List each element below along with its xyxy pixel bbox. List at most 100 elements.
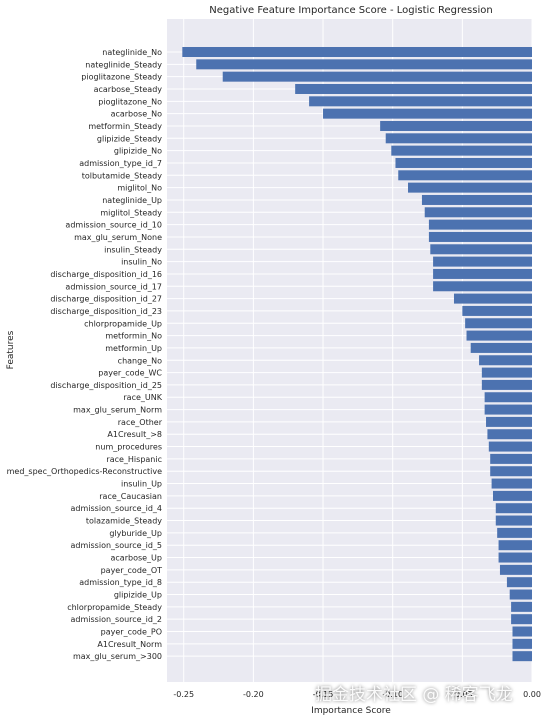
bars xyxy=(182,47,532,662)
y-tick-label: med_spec_Orthopedics-Reconstructive xyxy=(7,467,162,476)
bar xyxy=(428,231,532,242)
y-tick-label: discharge_disposition_id_27 xyxy=(50,295,162,304)
bar xyxy=(433,281,532,292)
y-tick-label: discharge_disposition_id_23 xyxy=(50,307,162,316)
bar xyxy=(497,527,532,538)
bar xyxy=(498,540,532,551)
y-tick-label: max_glu_serum_>300 xyxy=(73,652,162,661)
bar xyxy=(182,47,532,57)
y-tick-label: A1Cresult_>8 xyxy=(107,430,162,439)
bar xyxy=(479,355,532,366)
y-tick-label: payer_code_PO xyxy=(101,628,162,637)
y-tick-label: nateglinide_Steady xyxy=(85,60,162,69)
y-tick-label: admission_source_id_2 xyxy=(71,615,162,624)
y-tick-label: admission_source_id_17 xyxy=(65,282,162,291)
x-tick-labels: -0.25 -0.20 -0.15 -0.10 -0.05 0.00 xyxy=(173,690,541,699)
y-axis-label: Features xyxy=(6,330,16,369)
y-tick-label: payer_code_WC xyxy=(98,369,162,378)
y-tick-label: acarbose_No xyxy=(111,110,163,119)
x-tick-label: -0.15 xyxy=(313,690,334,699)
bar xyxy=(486,416,532,427)
y-tick-label: glipizide_Steady xyxy=(97,134,162,143)
y-tick-label: num_procedures xyxy=(95,443,162,452)
x-axis-label: Importance Score xyxy=(311,706,391,716)
y-tick-label: race_Hispanic xyxy=(106,455,162,464)
y-tick-label: admission_type_id_7 xyxy=(79,159,162,168)
y-tick-label: pioglitazone_Steady xyxy=(81,73,162,82)
bar xyxy=(512,638,532,649)
y-tick-label: nateglinide_Up xyxy=(102,196,162,205)
bar xyxy=(391,145,532,156)
y-tick-label: A1Cresult_Norm xyxy=(97,640,162,649)
bar xyxy=(487,429,532,440)
y-tick-label: metformin_No xyxy=(105,332,162,341)
bar xyxy=(511,614,532,625)
y-tick-label: insulin_Up xyxy=(121,480,162,489)
bar xyxy=(380,120,532,131)
y-tick-label: tolbutamide_Steady xyxy=(82,171,163,180)
y-tick-label: tolazamide_Steady xyxy=(86,517,162,526)
bar xyxy=(385,133,532,144)
y-tick-labels: nateglinide_No nateglinide_Steady pioglita… xyxy=(7,48,163,661)
chart-title: Negative Feature Importance Score - Logi… xyxy=(209,5,492,16)
y-tick-label: race_Other xyxy=(118,418,163,427)
watermark: 掘金技术社区 @ 稀客飞龙 xyxy=(315,685,513,705)
bar xyxy=(421,194,532,205)
y-tick-label: max_glu_serum_None xyxy=(74,233,162,242)
bar xyxy=(430,244,532,255)
bar xyxy=(222,71,532,82)
y-tick-label: metformin_Up xyxy=(105,344,162,353)
y-tick-label: max_glu_serum_Norm xyxy=(73,406,162,415)
x-tick-label: -0.20 xyxy=(243,690,264,699)
y-tick-label: race_UNK xyxy=(123,393,162,402)
bar xyxy=(433,268,532,279)
bar xyxy=(498,552,532,563)
y-tick-label: metformin_Steady xyxy=(88,122,162,131)
bar xyxy=(484,392,532,403)
y-tick-label: discharge_disposition_id_25 xyxy=(50,381,162,390)
y-tick-label: glipizide_No xyxy=(114,147,162,156)
bar xyxy=(323,108,532,119)
y-tick-label: acarbose_Up xyxy=(111,554,163,563)
bar xyxy=(481,379,532,390)
bar xyxy=(492,490,532,501)
bar xyxy=(512,626,532,637)
bar xyxy=(309,96,532,107)
bar xyxy=(484,404,532,415)
y-tick-label: insulin_No xyxy=(121,258,162,267)
y-tick-label: pioglitazone_No xyxy=(98,97,162,106)
y-tick-label: change_No xyxy=(118,356,162,365)
y-tick-label: admission_source_id_4 xyxy=(71,504,162,513)
bar xyxy=(512,651,532,662)
bar xyxy=(488,441,532,452)
bar xyxy=(424,207,532,218)
y-tick-label: race_Caucasian xyxy=(99,492,162,501)
bar xyxy=(196,59,532,70)
bar xyxy=(466,330,532,341)
x-tick-label: -0.10 xyxy=(382,690,403,699)
y-tick-label: nateglinide_No xyxy=(102,48,162,57)
bar xyxy=(511,601,532,612)
y-tick-label: glipizide_Up xyxy=(114,591,162,600)
x-tick-label: -0.25 xyxy=(173,690,194,699)
bar xyxy=(509,589,532,600)
bar xyxy=(481,367,532,378)
y-tick-label: discharge_disposition_id_16 xyxy=(50,270,162,279)
y-tick-label: payer_code_OT xyxy=(101,566,163,575)
bar xyxy=(490,453,532,464)
bar xyxy=(491,478,532,489)
bar xyxy=(490,466,532,477)
bar xyxy=(495,515,532,526)
y-tick-label: miglitol_No xyxy=(117,184,162,193)
bar xyxy=(470,342,532,353)
bar xyxy=(295,83,532,94)
bar xyxy=(453,293,532,304)
y-tick-label: acarbose_Steady xyxy=(94,85,163,94)
y-tick-label: insulin_Steady xyxy=(104,245,162,254)
y-tick-label: glyburide_Up xyxy=(109,529,162,538)
bar xyxy=(408,182,532,193)
y-tick-label: chlorpropamide_Steady xyxy=(67,603,162,612)
y-tick-label: admission_type_id_8 xyxy=(79,578,162,587)
bar xyxy=(433,256,532,267)
